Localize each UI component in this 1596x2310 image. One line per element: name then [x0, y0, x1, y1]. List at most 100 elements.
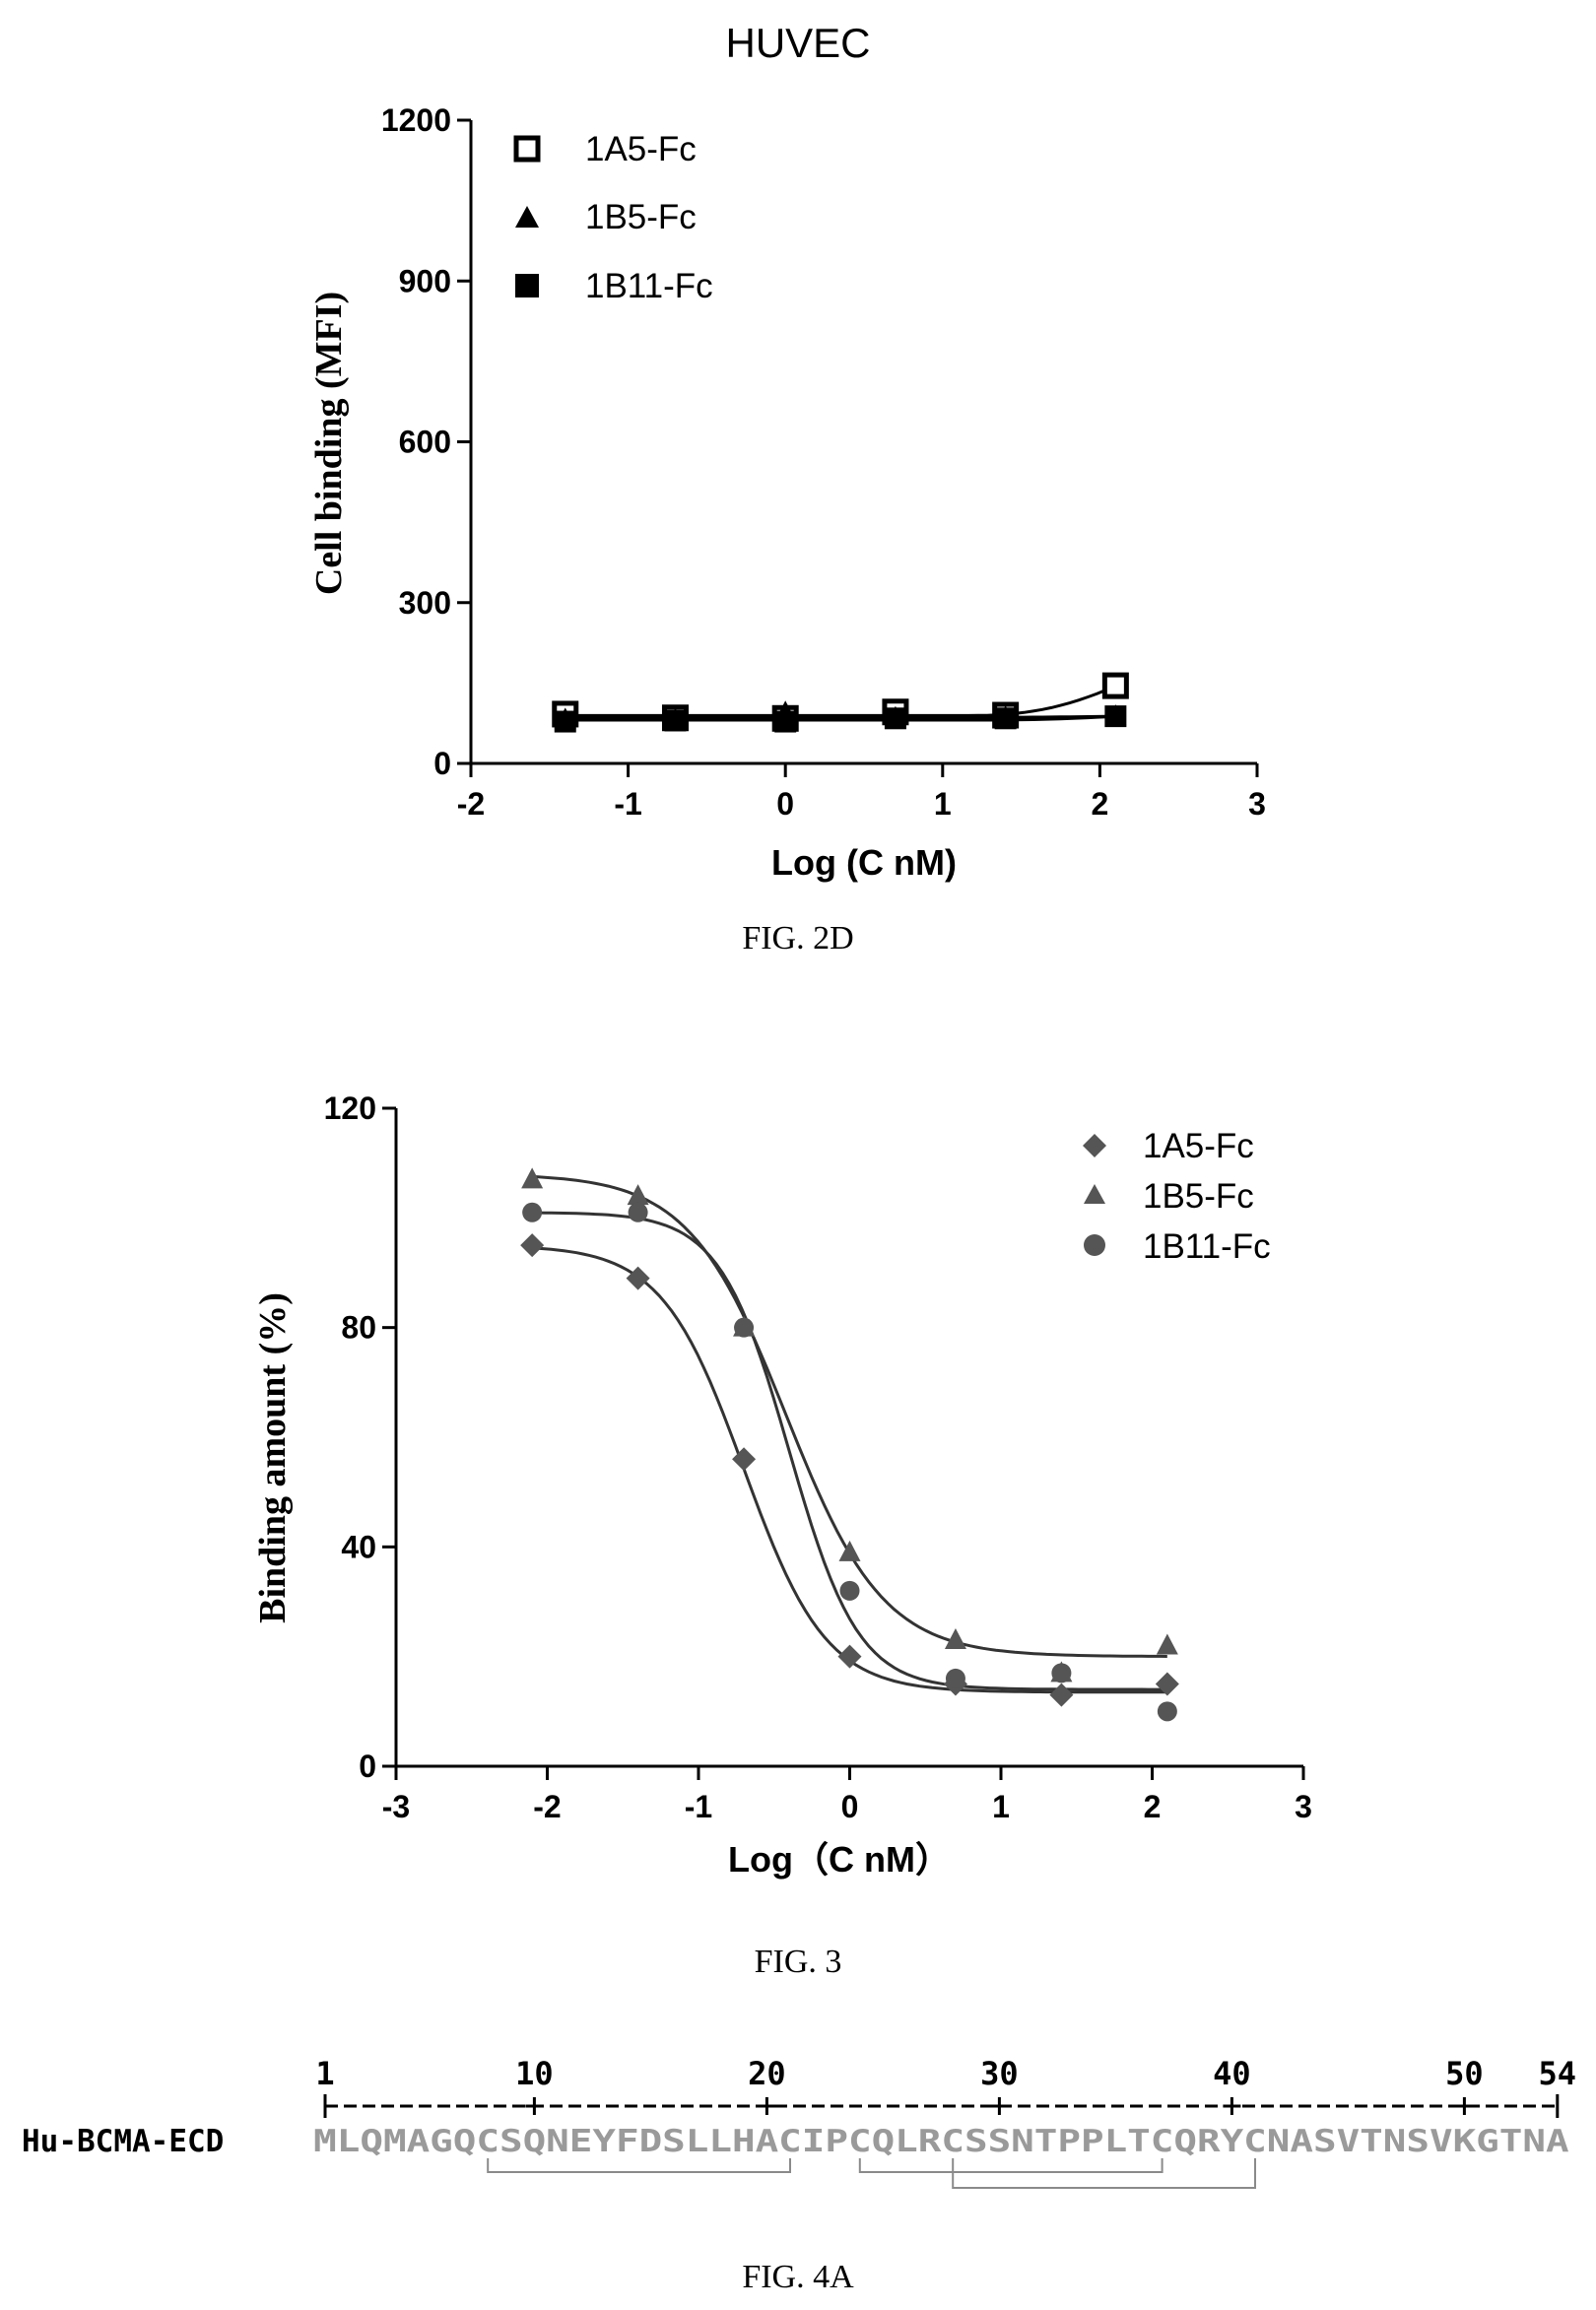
data-point-diamond: [626, 1266, 650, 1290]
data-point-filled-square: [994, 707, 1017, 730]
fit-curve-1B5-Fc: [565, 714, 1116, 719]
x-tick-label: -1: [614, 786, 641, 822]
legend-filled-square-icon: [515, 274, 539, 297]
data-point-circle: [628, 1202, 648, 1222]
data-point-circle: [839, 1580, 860, 1601]
x-tick-label: 3: [1295, 1789, 1312, 1824]
data-point-circle: [945, 1668, 965, 1688]
data-point-triangle: [944, 1627, 966, 1649]
ruler-number: 20: [748, 2055, 786, 2092]
x-tick-label: -2: [533, 1789, 561, 1824]
figure-caption: FIG. 3: [755, 1944, 842, 1980]
legend-label: 1A5-Fc: [1143, 1127, 1254, 1165]
x-axis-title: Log（C nM）: [728, 1839, 951, 1880]
legend-diamond-icon: [1083, 1134, 1106, 1157]
ruler-number: 40: [1213, 2055, 1251, 2092]
data-point-filled-square: [774, 710, 797, 733]
y-tick-label: 80: [341, 1310, 376, 1346]
y-tick-label: 300: [399, 585, 451, 621]
data-point-filled-square: [554, 710, 576, 733]
x-tick-label: 2: [1144, 1789, 1162, 1824]
data-point-triangle: [627, 1184, 649, 1206]
data-point-triangle: [1156, 1633, 1178, 1655]
x-tick-label: 1: [992, 1789, 1010, 1824]
x-tick-label: 0: [841, 1789, 859, 1824]
y-tick-label: 0: [433, 746, 451, 781]
disulfide-bracket: [858, 2158, 1164, 2173]
legend-triangle-icon: [1084, 1184, 1105, 1204]
ruler-number: 1: [315, 2055, 334, 2092]
legend: 1A5-Fc 1B5-Fc 1B11-Fc: [513, 130, 713, 305]
sequence-ruler: 1 10 20 30 40 50 54: [315, 2055, 1576, 2118]
chart-title: HUVEC: [725, 20, 870, 66]
data-point-diamond: [837, 1644, 862, 1669]
y-ticks: 0 300 600 900 1200: [381, 102, 471, 781]
x-tick-label: 2: [1092, 786, 1109, 822]
fit-curve-1A5-Fc: [565, 684, 1117, 717]
sequence-residues: MLQMAGQCSQNEYFDSLLHACIPCQLRCSSNTPPLTCQRY…: [313, 2124, 1569, 2159]
data-point-diamond: [1049, 1683, 1074, 1707]
legend-label: 1B11-Fc: [1143, 1227, 1271, 1266]
chart-huvec: HUVEC 0 300 600 900 1200 -2 -1 0 1 2 3 Cell bindi…: [308, 20, 1266, 957]
data-point-circle: [1157, 1701, 1177, 1722]
y-tick-label: 600: [399, 425, 451, 460]
data-point-filled-square: [664, 709, 687, 732]
data-point-triangle: [838, 1540, 861, 1561]
legend-open-square-icon: [513, 135, 541, 163]
x-ticks: -2 -1 0 1 2 3: [457, 763, 1266, 822]
fit-curve-1A5-Fc: [532, 1246, 1167, 1694]
data-point-circle: [522, 1202, 543, 1222]
x-tick-label: -3: [382, 1789, 410, 1824]
legend-triangle-icon: [515, 206, 539, 228]
sequence-text: MLQMAGQCSQNEYFDSLLHACIPCQLRCSSNTPPLTCQRY…: [313, 2124, 1569, 2159]
data-point-circle: [1051, 1663, 1072, 1683]
legend: 1A5-Fc 1B5-Fc 1B11-Fc: [1083, 1127, 1271, 1266]
fit-curve-1B11-Fc: [565, 714, 1116, 722]
fit-curve-1B11-Fc: [532, 1211, 1167, 1691]
x-tick-label: 1: [934, 786, 952, 822]
ruler-number: 50: [1445, 2055, 1484, 2092]
fit-curves: [532, 1174, 1167, 1694]
x-tick-label: -1: [685, 1789, 712, 1824]
figure-caption: FIG. 2D: [742, 920, 853, 957]
x-tick-label: -2: [457, 786, 485, 822]
data-point-filled-square: [1104, 705, 1127, 728]
x-axis-title: Log (C nM): [771, 842, 957, 883]
disulfide-brackets: [487, 2158, 1256, 2189]
chart-binding-amount: 0 40 80 120 -3 -2 -1 0 1 2 3 Binding amount (%) L…: [252, 1090, 1312, 1980]
data-points: [552, 672, 1129, 733]
ruler-number: 10: [515, 2055, 554, 2092]
data-point-diamond: [732, 1447, 757, 1472]
y-axis-title: Cell binding (MFI): [308, 292, 350, 595]
ruler-number: 54: [1539, 2055, 1577, 2092]
x-tick-label: 3: [1248, 786, 1266, 822]
legend-label: 1B5-Fc: [585, 198, 697, 236]
ruler-number: 30: [980, 2055, 1019, 2092]
figure-caption: FIG. 4A: [742, 2259, 854, 2295]
data-point-triangle: [521, 1167, 544, 1189]
x-tick-label: 0: [776, 786, 794, 822]
x-ticks: -3 -2 -1 0 1 2 3: [382, 1766, 1312, 1824]
data-point-diamond: [520, 1233, 545, 1258]
data-point-open-square: [1101, 672, 1129, 699]
sequence-figure: 1 10 20 30 40 50 54 Hu-BCMA-ECD MLQMAGQCSQNEYF…: [22, 2055, 1576, 2295]
disulfide-bracket: [487, 2158, 791, 2173]
y-ticks: 0 40 80 120: [324, 1090, 396, 1784]
y-tick-label: 1200: [381, 102, 451, 138]
fit-curves: [565, 684, 1117, 722]
data-point-filled-square: [884, 707, 906, 730]
y-tick-label: 900: [399, 263, 451, 298]
y-tick-label: 40: [341, 1529, 376, 1564]
y-axis-title: Binding amount (%): [252, 1292, 294, 1623]
legend-label: 1A5-Fc: [585, 130, 697, 168]
data-point-circle: [734, 1317, 755, 1338]
legend-label: 1B11-Fc: [585, 267, 713, 305]
y-tick-label: 0: [359, 1749, 376, 1784]
legend-label: 1B5-Fc: [1143, 1177, 1254, 1216]
y-tick-label: 120: [324, 1090, 376, 1126]
data-points: [520, 1167, 1179, 1722]
disulfide-bracket: [952, 2158, 1256, 2189]
sequence-label: Hu-BCMA-ECD: [22, 2124, 224, 2159]
data-point-diamond: [1155, 1672, 1179, 1696]
